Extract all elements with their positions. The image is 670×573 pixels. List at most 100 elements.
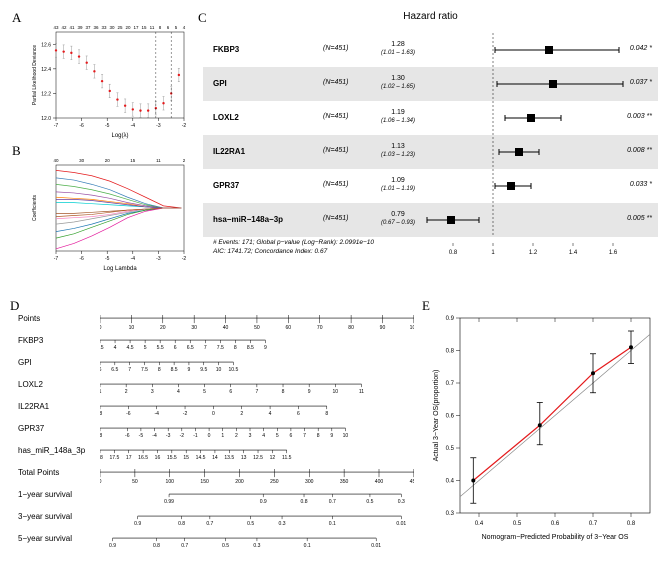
figure-root: A B C D E -7-6-5-4-3-212.012.212.412.643… — [8, 8, 662, 565]
svg-text:0.9: 0.9 — [260, 499, 267, 505]
svg-text:Log(λ): Log(λ) — [111, 133, 128, 139]
panel-a-lasso-deviance: -7-6-5-4-3-212.012.212.412.6434241393736… — [28, 20, 188, 140]
svg-text:0.4: 0.4 — [446, 479, 455, 485]
svg-text:-1: -1 — [193, 433, 198, 439]
svg-text:14: 14 — [212, 455, 218, 461]
svg-text:9: 9 — [264, 345, 267, 351]
svg-text:0.8: 0.8 — [301, 499, 308, 505]
svg-text:1: 1 — [100, 389, 102, 395]
svg-text:-5: -5 — [139, 433, 144, 439]
nomo-label: Total Points — [18, 468, 96, 477]
svg-text:-2: -2 — [182, 123, 187, 129]
svg-text:4.5: 4.5 — [127, 345, 134, 351]
svg-text:5: 5 — [276, 433, 279, 439]
nomo-axis: 1234567891011 — [100, 378, 414, 394]
svg-text:-7: -7 — [54, 256, 59, 262]
nomo-axis: 0.990.90.80.70.50.3 — [100, 488, 414, 504]
svg-text:6.5: 6.5 — [111, 367, 118, 373]
svg-text:5.5: 5.5 — [157, 345, 164, 351]
svg-text:2: 2 — [183, 158, 186, 163]
svg-text:0.7: 0.7 — [181, 543, 188, 549]
svg-text:-2: -2 — [182, 256, 187, 262]
svg-text:Partial Likelihood Deviance: Partial Likelihood Deviance — [32, 45, 38, 106]
panel-c-forest: Hazard ratioFKBP3 (N=451) 1.28(1.01 – 1.… — [203, 13, 658, 293]
svg-text:-5: -5 — [105, 123, 110, 129]
nomo-axis: 66.577.588.599.51010.5 — [100, 356, 414, 372]
svg-text:4: 4 — [183, 25, 186, 30]
svg-text:9: 9 — [330, 433, 333, 439]
svg-text:0.8: 0.8 — [627, 521, 636, 527]
svg-text:0.9: 0.9 — [109, 543, 116, 549]
nomo-row: Points0102030405060708090100 — [18, 308, 418, 330]
svg-text:36: 36 — [93, 25, 99, 30]
nomo-row: FKBP33.544.555.566.577.588.59 — [18, 330, 418, 352]
svg-text:9.5: 9.5 — [200, 367, 207, 373]
svg-text:0.5: 0.5 — [513, 521, 522, 527]
svg-text:8.5: 8.5 — [171, 367, 178, 373]
svg-text:5: 5 — [175, 25, 178, 30]
svg-text:1.4: 1.4 — [569, 250, 578, 256]
svg-text:20: 20 — [125, 25, 131, 30]
svg-text:5: 5 — [144, 345, 147, 351]
svg-text:4: 4 — [114, 345, 117, 351]
svg-text:0.99: 0.99 — [164, 499, 174, 505]
svg-text:12: 12 — [270, 455, 276, 461]
nomo-label: 3−year survival — [18, 512, 96, 521]
svg-text:9: 9 — [308, 389, 311, 395]
svg-text:0.5: 0.5 — [222, 543, 229, 549]
svg-text:13: 13 — [241, 455, 247, 461]
svg-text:0.5: 0.5 — [446, 446, 455, 452]
svg-text:13.5: 13.5 — [224, 455, 234, 461]
svg-text:6: 6 — [100, 367, 102, 373]
nomo-label: 5−year survival — [18, 534, 96, 543]
svg-text:41: 41 — [69, 25, 75, 30]
svg-text:0.8: 0.8 — [153, 543, 160, 549]
svg-text:1.2: 1.2 — [529, 250, 538, 256]
svg-text:12.2: 12.2 — [41, 91, 51, 97]
svg-text:11: 11 — [359, 389, 364, 395]
svg-text:10: 10 — [216, 367, 222, 373]
svg-text:30: 30 — [79, 158, 85, 163]
svg-text:6.5: 6.5 — [187, 345, 194, 351]
svg-text:4: 4 — [262, 433, 265, 439]
nomo-row: IL22RA1-8-6-4-202468 — [18, 396, 418, 418]
svg-text:10.5: 10.5 — [228, 367, 238, 373]
forest-footer: AIC: 1741.72; Concordance Index: 0.67 — [213, 248, 327, 255]
svg-text:37: 37 — [85, 25, 91, 30]
svg-text:12.5: 12.5 — [253, 455, 263, 461]
svg-text:-6: -6 — [79, 123, 84, 129]
svg-text:-6: -6 — [125, 433, 130, 439]
svg-text:6: 6 — [229, 389, 232, 395]
svg-text:Actual 3−Year OS(proportion): Actual 3−Year OS(proportion) — [433, 370, 440, 462]
nomo-row: GPI66.577.588.599.51010.5 — [18, 352, 418, 374]
svg-text:-2: -2 — [183, 411, 188, 417]
svg-text:0.01: 0.01 — [396, 521, 406, 527]
svg-text:6: 6 — [174, 345, 177, 351]
svg-text:0.6: 0.6 — [551, 521, 560, 527]
svg-text:30: 30 — [109, 25, 115, 30]
nomo-row: Total Points050100150200250300350400450 — [18, 462, 418, 484]
label-a: A — [12, 10, 21, 26]
svg-text:4: 4 — [177, 389, 180, 395]
svg-text:8: 8 — [158, 367, 161, 373]
svg-text:-4: -4 — [131, 123, 136, 129]
svg-text:3: 3 — [151, 389, 154, 395]
svg-text:15: 15 — [141, 25, 147, 30]
svg-text:0.3: 0.3 — [398, 499, 405, 505]
svg-text:11: 11 — [156, 158, 161, 163]
svg-text:0.1: 0.1 — [329, 521, 336, 527]
panel-e-calibration: 0.40.50.60.70.80.30.40.50.60.70.80.9Nomo… — [428, 308, 658, 543]
label-b: B — [12, 143, 21, 159]
svg-text:15: 15 — [183, 455, 189, 461]
nomo-label: FKBP3 — [18, 336, 96, 345]
svg-text:0.1: 0.1 — [304, 543, 311, 549]
nomo-label: has_miR_148a_3p — [18, 446, 96, 455]
svg-text:10: 10 — [332, 389, 338, 395]
svg-text:0.6: 0.6 — [446, 414, 455, 420]
svg-text:-7: -7 — [54, 123, 59, 129]
nomo-label: 1−year survival — [18, 490, 96, 499]
svg-text:0.7: 0.7 — [446, 381, 455, 387]
svg-text:0.8: 0.8 — [449, 250, 458, 256]
svg-text:14.5: 14.5 — [196, 455, 206, 461]
svg-text:0.8: 0.8 — [178, 521, 185, 527]
